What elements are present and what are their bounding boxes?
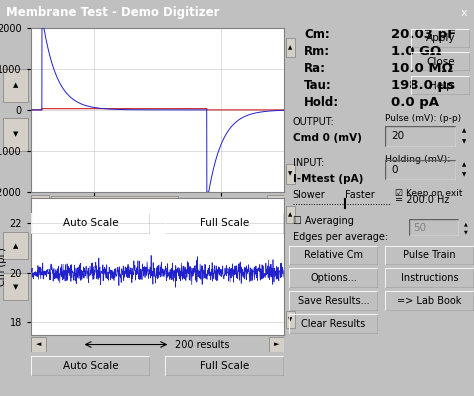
Text: 10.0 MΩ: 10.0 MΩ — [391, 62, 453, 75]
Text: Close: Close — [427, 57, 455, 67]
Text: ▼: ▼ — [13, 284, 18, 290]
Text: ▼: ▼ — [464, 230, 467, 235]
Text: Full Scale: Full Scale — [200, 361, 249, 371]
Text: => Lab Book: => Lab Book — [397, 296, 462, 307]
Text: ▼: ▼ — [288, 171, 292, 177]
Text: ▲: ▲ — [288, 212, 292, 217]
Text: 50: 50 — [413, 223, 427, 233]
Text: x: x — [460, 8, 467, 18]
Text: 200 results: 200 results — [175, 339, 230, 350]
Text: Holding (mV):: Holding (mV): — [385, 155, 451, 164]
Text: Full Scale: Full Scale — [200, 218, 249, 228]
Text: ▼: ▼ — [462, 139, 466, 144]
Text: Membrane Test - Demo Digitizer: Membrane Test - Demo Digitizer — [6, 6, 219, 19]
Text: ▲: ▲ — [13, 243, 18, 249]
Text: 198.0 μs: 198.0 μs — [391, 79, 455, 92]
Text: Relative Cm: Relative Cm — [304, 250, 363, 261]
Text: 20: 20 — [391, 131, 404, 141]
Text: ▼: ▼ — [288, 317, 292, 322]
Bar — [285, 38, 295, 57]
Text: Tau:: Tau: — [304, 79, 332, 92]
Text: ►: ► — [274, 341, 280, 348]
Text: ▲: ▲ — [288, 45, 292, 50]
Text: Ra:: Ra: — [304, 62, 326, 75]
Text: Hold:: Hold: — [304, 96, 339, 109]
Text: OUTPUT:: OUTPUT: — [293, 116, 335, 127]
Text: I-Mtest (pA): I-Mtest (pA) — [293, 174, 363, 185]
Bar — [269, 337, 284, 352]
Text: Cmd 0 (mV): Cmd 0 (mV) — [293, 133, 362, 143]
Text: Instructions: Instructions — [401, 273, 458, 284]
Bar — [267, 195, 284, 209]
Bar — [285, 164, 295, 184]
Text: ▲: ▲ — [464, 221, 467, 226]
Bar — [51, 196, 178, 208]
Text: 20.03 pF: 20.03 pF — [391, 28, 456, 41]
Text: ☐ Averaging: ☐ Averaging — [293, 216, 354, 227]
Bar — [3, 232, 27, 259]
Bar — [31, 195, 48, 209]
Bar — [285, 206, 295, 223]
Bar — [3, 273, 27, 301]
Text: Auto Scale: Auto Scale — [63, 361, 118, 371]
Text: Clear Results: Clear Results — [301, 319, 365, 329]
Text: ▼: ▼ — [13, 131, 18, 137]
Text: Auto Scale: Auto Scale — [63, 218, 118, 228]
Text: Slower: Slower — [293, 190, 326, 200]
Text: ◄: ◄ — [37, 199, 42, 205]
Text: Rm:: Rm: — [304, 45, 330, 58]
Text: Pulse (mV): (p-p): Pulse (mV): (p-p) — [385, 114, 461, 123]
Y-axis label: Cm (pF): Cm (pF) — [0, 247, 7, 286]
Bar — [285, 311, 295, 328]
Text: Save Results...: Save Results... — [298, 296, 369, 307]
Text: 1.0 GΩ: 1.0 GΩ — [391, 45, 441, 58]
Text: Cm:: Cm: — [304, 28, 330, 41]
Text: ►: ► — [273, 199, 278, 205]
Text: Apply: Apply — [426, 33, 456, 43]
Text: INPUT:: INPUT: — [293, 158, 324, 168]
Text: ▲: ▲ — [462, 162, 466, 167]
Text: ▼: ▼ — [462, 173, 466, 177]
Text: Faster: Faster — [345, 190, 374, 200]
Text: Edges per average:: Edges per average: — [293, 232, 388, 242]
Text: = 200.0 Hz: = 200.0 Hz — [394, 195, 449, 205]
Bar — [31, 337, 46, 352]
Text: ▲: ▲ — [13, 82, 18, 88]
Bar — [3, 118, 27, 151]
Text: ◄: ◄ — [36, 341, 41, 348]
Text: ☑ Keep on exit: ☑ Keep on exit — [394, 189, 462, 198]
Text: Help: Help — [429, 80, 453, 91]
Text: Pulse Train: Pulse Train — [403, 250, 456, 261]
Text: Options...: Options... — [310, 273, 357, 284]
Text: 0: 0 — [391, 165, 397, 175]
Bar — [3, 69, 27, 102]
Text: 0.0 pA: 0.0 pA — [391, 96, 439, 109]
Text: ▲: ▲ — [462, 129, 466, 133]
